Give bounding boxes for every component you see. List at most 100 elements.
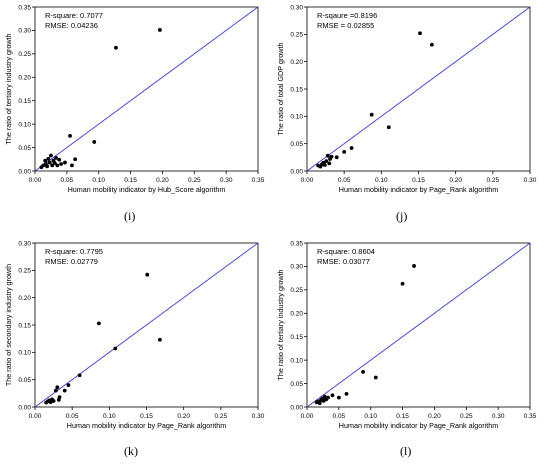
x-tick-label: 0.15: [140, 413, 153, 420]
y-tick-label: 0.15: [18, 98, 31, 105]
chart-panel-2: 0.00 0.05 0.10 0.15 0.20 0.25 0.30 0.00 0.05 0.10…: [4, 240, 265, 430]
x-tick-label: 0.25: [487, 177, 500, 184]
data-point: [97, 321, 101, 326]
y-axis-label: The ratio of secondary industry growth: [4, 264, 13, 386]
chart-panel-3: 0.00 0.05 0.10 0.15 0.20 0.25 0.30 0.35 0.00 0.05…: [276, 240, 537, 430]
y-tick-label: 0.05: [290, 141, 303, 148]
x-tick-label: 0.15: [124, 177, 137, 184]
y-tick-label: 0.05: [290, 381, 303, 388]
y-tick-label: 0.35: [290, 240, 303, 247]
y-tick-label: 0.20: [18, 295, 31, 302]
y-tick-label: 0.10: [18, 121, 31, 128]
x-tick-label: 0.00: [301, 177, 314, 184]
data-point: [342, 149, 347, 154]
data-point: [418, 31, 422, 36]
x-tick-label: 0.20: [177, 413, 190, 420]
data-point: [361, 369, 365, 374]
y-tick-label: 0.15: [290, 86, 303, 93]
data-point: [50, 163, 55, 168]
x-tick-label: 0.15: [396, 413, 409, 420]
data-point: [344, 391, 349, 396]
x-tick-label: 0.20: [156, 177, 169, 184]
chart-panel-0: 0.00 0.05 0.10 0.15 0.20 0.25 0.30 0.35 0.00 0.05…: [4, 4, 265, 194]
panel-label-k: (k): [124, 444, 138, 458]
data-point: [317, 401, 322, 406]
stats-annotation: R-square: 0.7795: [45, 247, 103, 256]
y-tick-label: 0.10: [290, 114, 303, 121]
data-point: [70, 163, 74, 168]
data-point: [57, 157, 62, 162]
x-tick-label: 0.20: [428, 413, 441, 420]
y-tick-label: 0.00: [290, 168, 303, 175]
y-tick-label: 0.30: [290, 4, 303, 11]
data-point: [329, 154, 334, 159]
y-axis-label: The ratio of tertiary industry growth: [276, 269, 285, 380]
y-tick-label: 0.05: [18, 377, 31, 384]
y-tick-label: 0.00: [290, 404, 303, 411]
data-point: [429, 42, 434, 47]
stats-annotation: RMSE: 0.02779: [45, 257, 98, 266]
data-point: [324, 159, 329, 164]
x-tick-label: 0.25: [188, 177, 201, 184]
y-tick-label: 0.20: [290, 59, 303, 66]
stats-annotation: R-sqaure =0.8196: [317, 11, 377, 20]
x-tick-label: 0.30: [252, 413, 265, 420]
x-tick-label: 0.25: [460, 413, 473, 420]
x-tick-label: 0.20: [449, 177, 462, 184]
x-axis-label: Human mobility indicator by Page_Rank al…: [67, 421, 226, 430]
x-tick-label: 0.15: [412, 177, 425, 184]
x-tick-label: 0.05: [61, 177, 74, 184]
data-point: [77, 373, 82, 378]
data-point: [114, 45, 118, 50]
data-point: [51, 399, 56, 403]
data-point: [57, 395, 62, 400]
data-point: [330, 393, 335, 398]
data-point: [349, 146, 354, 150]
y-tick-label: 0.25: [290, 32, 303, 39]
x-tick-label: 0.00: [29, 413, 42, 420]
data-point: [54, 155, 58, 160]
x-axis-label: Human mobility indicator by Hub_Score al…: [68, 185, 226, 194]
data-point: [412, 264, 416, 268]
data-point: [45, 164, 50, 169]
data-point: [336, 395, 341, 400]
y-tick-label: 0.05: [18, 145, 31, 152]
x-tick-label: 0.05: [66, 413, 79, 420]
y-tick-label: 0.00: [18, 168, 31, 175]
stats-annotation: RMSE: 0.04236: [45, 21, 98, 30]
y-tick-label: 0.15: [290, 334, 303, 341]
y-tick-label: 0.30: [18, 28, 31, 35]
fit-line: [34, 6, 259, 172]
y-tick-label: 0.35: [18, 4, 31, 11]
x-tick-label: 0.35: [524, 413, 537, 420]
data-point: [92, 140, 97, 144]
data-point: [369, 112, 374, 117]
data-point: [63, 160, 67, 165]
x-axis-label: Human mobility indicator by Page_Rank al…: [339, 185, 498, 194]
data-point: [334, 155, 339, 160]
chart-panel-1: 0.00 0.05 0.10 0.15 0.20 0.25 0.30 0.00 0.05 0.10…: [276, 4, 537, 194]
plot-frame: [306, 242, 531, 408]
x-tick-label: 0.25: [215, 413, 228, 420]
data-point: [113, 346, 118, 351]
y-tick-label: 0.25: [18, 51, 31, 58]
data-point: [66, 383, 71, 388]
fit-line: [306, 242, 531, 408]
data-point: [53, 388, 58, 393]
data-point: [145, 272, 150, 277]
data-point: [62, 388, 67, 393]
plot-frame: [34, 6, 259, 172]
data-point: [386, 125, 391, 130]
y-tick-label: 0.20: [290, 311, 303, 318]
x-tick-label: 0.10: [375, 177, 388, 184]
x-tick-label: 0.05: [338, 177, 351, 184]
data-point: [55, 385, 60, 390]
data-point: [322, 163, 327, 167]
stats-annotation: R-square: 0.8604: [317, 247, 375, 256]
data-point: [157, 337, 162, 342]
x-tick-label: 0.35: [252, 177, 265, 184]
x-tick-label: 0.10: [364, 413, 377, 420]
panel-label-l: (l): [400, 444, 412, 458]
data-point: [326, 395, 330, 400]
